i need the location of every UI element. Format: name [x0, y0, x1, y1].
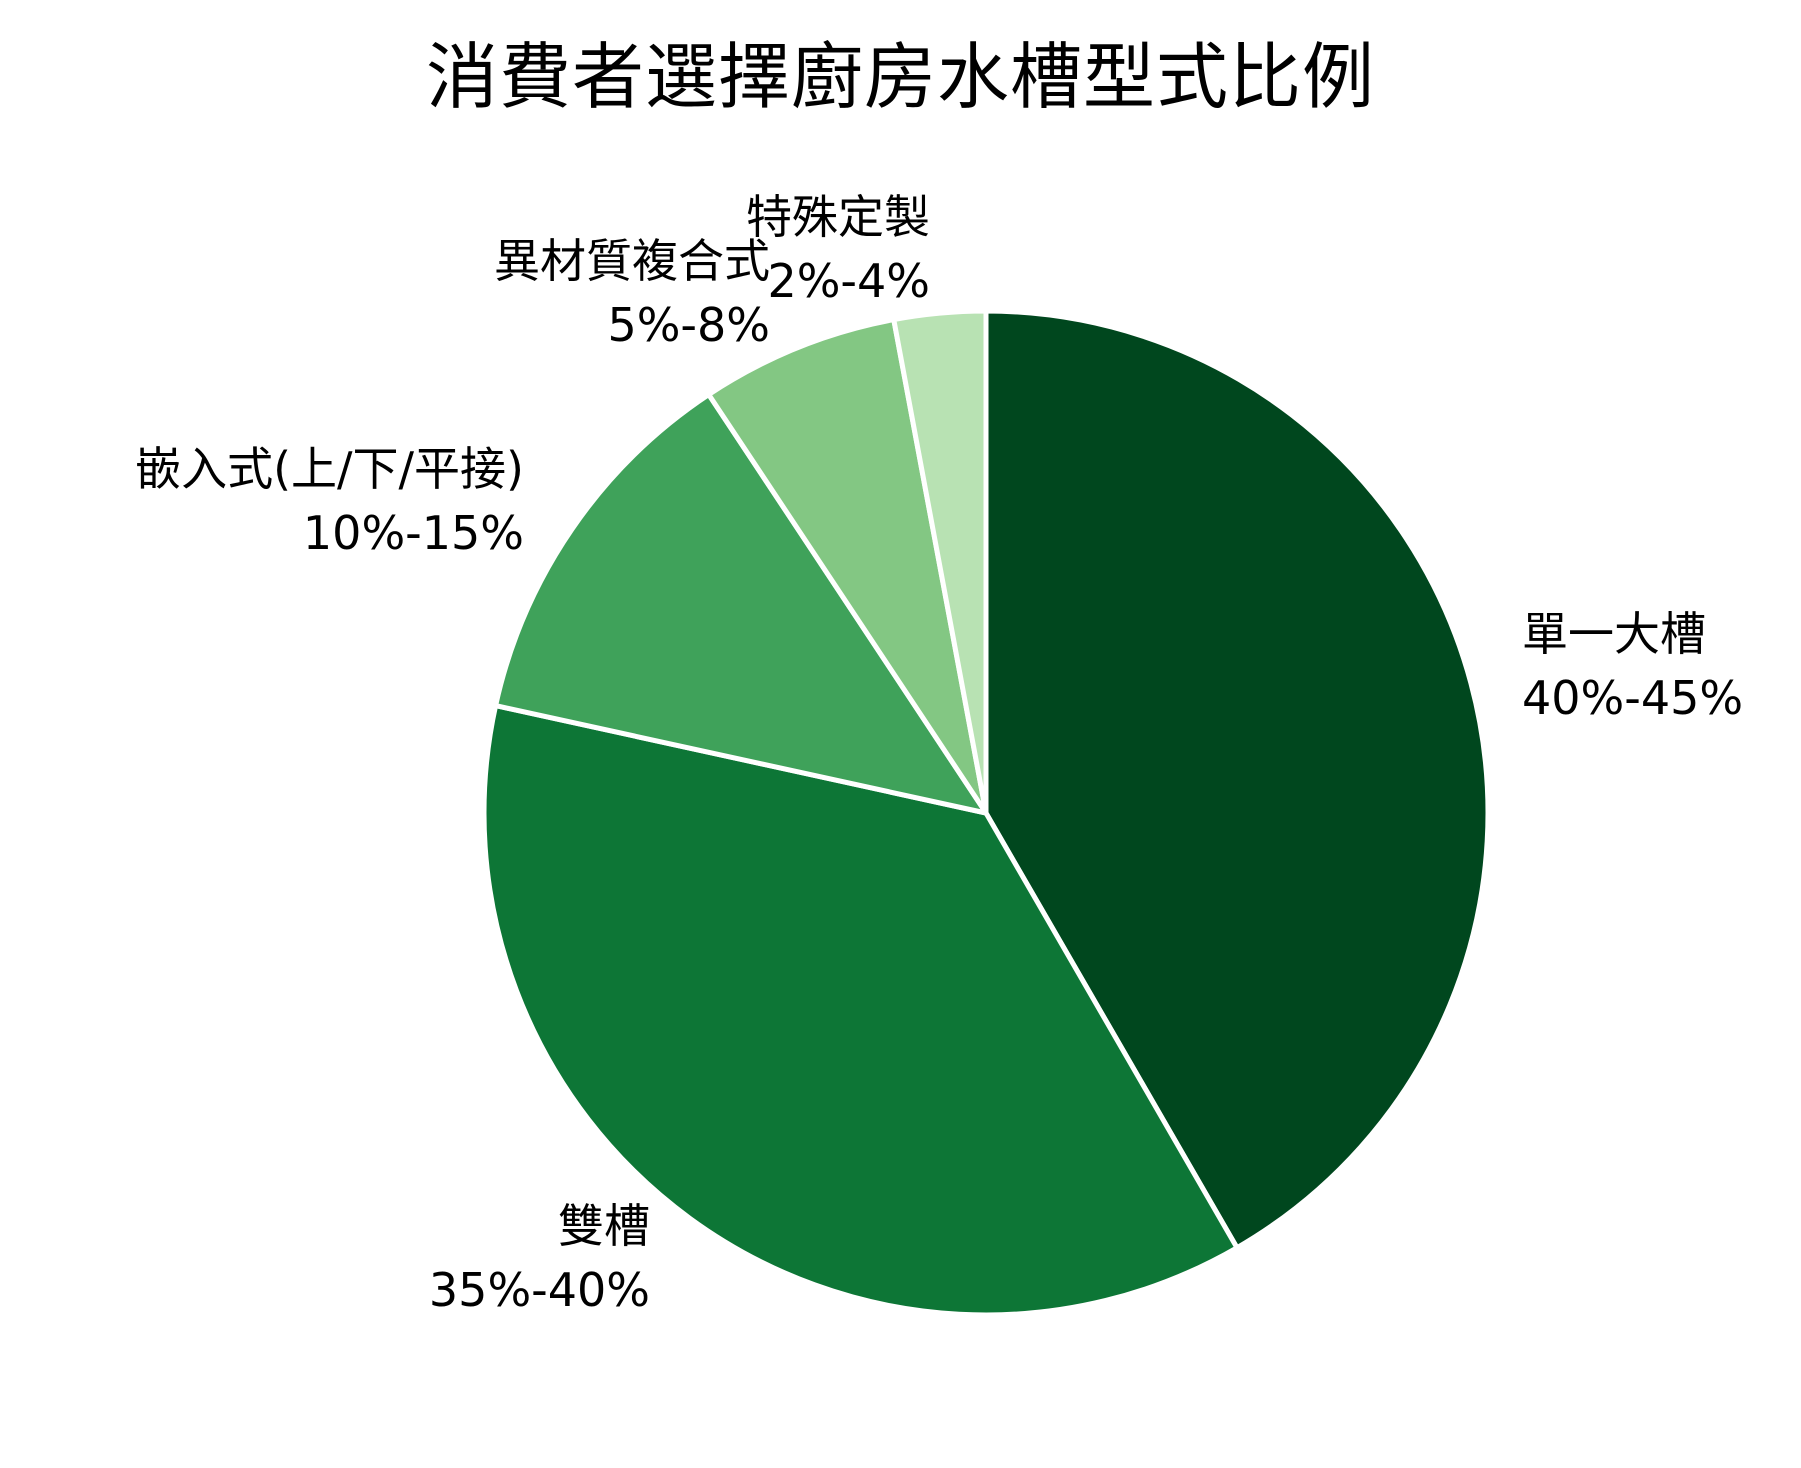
slice-range-2: 10%-15% — [303, 506, 524, 560]
slice-label-3: 異材質複合式 — [494, 234, 770, 288]
slice-range-3: 5%-8% — [607, 298, 770, 352]
slice-label-0: 單一大槽 — [1522, 607, 1706, 661]
pie-slice-4 — [891, 308, 989, 816]
slice-range-1: 35%-40% — [429, 1263, 650, 1317]
chart-title: 消費者選擇廚房水槽型式比例 — [425, 35, 1375, 119]
slice-range-0: 40%-45% — [1522, 671, 1743, 725]
pie-slice-2 — [493, 392, 989, 816]
slice-label-1: 雙槽 — [558, 1199, 650, 1253]
pie-slice-1 — [481, 703, 1240, 1318]
slice-range-4: 2%-4% — [767, 254, 930, 308]
slice-label-2: 嵌入式(上/下/平接) — [135, 442, 524, 496]
pie-labels: 單一大槽 40%-45% 雙槽 35%-40% 嵌入式(上/下/平接) 10%-15% 異材… — [135, 190, 1743, 1317]
slice-label-4: 特殊定製 — [746, 190, 930, 244]
pie-slices — [481, 308, 1491, 1318]
pie-slice-0 — [983, 308, 1491, 1251]
